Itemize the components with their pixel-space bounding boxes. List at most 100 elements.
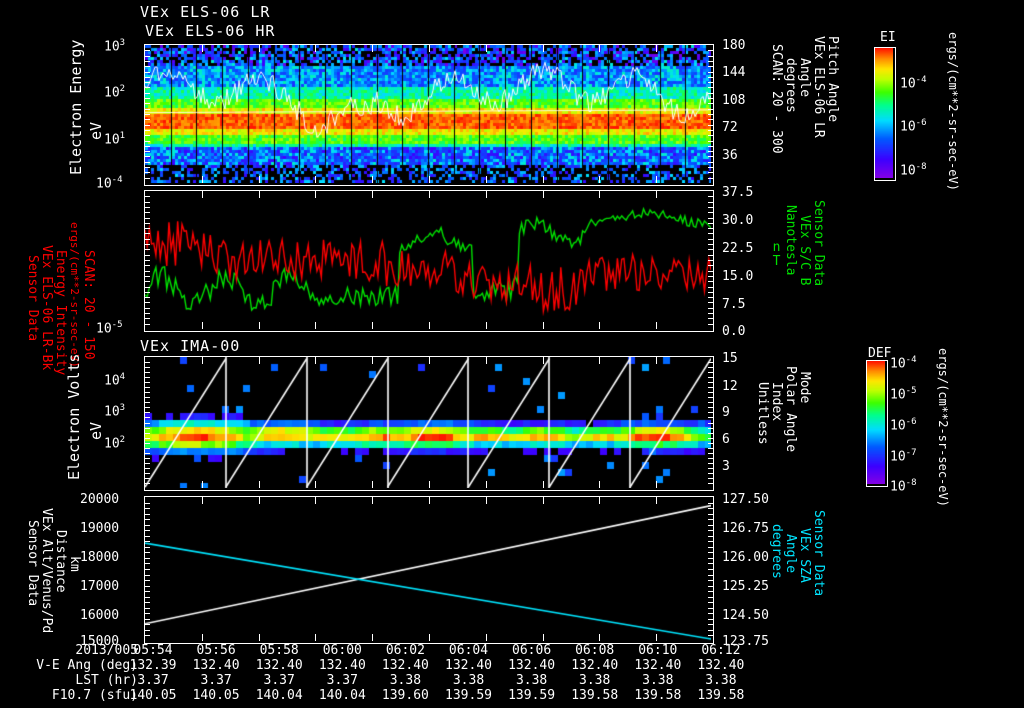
axis-tick [708, 402, 713, 404]
axis-tick [145, 275, 150, 277]
axis-tick [708, 196, 713, 198]
axis-tick [201, 45, 203, 52]
axis-tick [429, 481, 430, 488]
axis-tick [145, 535, 150, 537]
axis-tick [542, 191, 544, 198]
axis-tick [145, 145, 150, 147]
axis-tick [145, 177, 150, 179]
axis-tick [145, 244, 150, 246]
axis-tick [656, 45, 658, 52]
axis-tick [145, 270, 150, 272]
panel4-ytick-20000: 20000 [80, 492, 120, 507]
axis-tick [708, 437, 713, 439]
row-time-cell: 05:54 [133, 643, 173, 658]
axis-tick [708, 591, 713, 593]
axis-tick [145, 254, 150, 256]
axis-tick [429, 497, 430, 504]
axis-tick [708, 477, 713, 479]
panel1-colorbar-tick-1e-6: 10-6 [900, 118, 927, 135]
panel2-left-label3: Energy Intensity [53, 250, 68, 376]
panel2-plot-area[interactable] [144, 190, 714, 332]
panel2-right-label3: Nanotesla [783, 205, 798, 276]
row-lst-cell: 3.37 [326, 673, 358, 688]
axis-tick [708, 124, 713, 126]
axis-tick [708, 442, 713, 444]
axis-tick [708, 519, 713, 521]
axis-tick [258, 481, 260, 488]
axis-tick [315, 322, 317, 329]
panel3-right-label3: Index [769, 382, 784, 422]
row-ve-ang-cell: 132.40 [381, 658, 429, 673]
panel3-rtick-9: 9 [722, 405, 730, 420]
axis-tick [145, 457, 150, 459]
axis-tick [145, 397, 150, 399]
panel1-right-axis-label4: degrees [783, 58, 798, 113]
axis-tick [708, 563, 713, 565]
axis-tick [485, 176, 487, 183]
axis-tick [708, 613, 713, 615]
axis-tick [145, 260, 150, 261]
row-ve-ang-cell: 132.40 [697, 658, 745, 673]
axis-tick [708, 530, 713, 532]
axis-tick [708, 135, 713, 137]
panel4-rtick-12450: 124.50 [722, 608, 769, 623]
axis-tick [145, 569, 150, 570]
axis-tick [145, 291, 150, 293]
axis-tick [145, 98, 150, 100]
axis-tick [708, 452, 713, 454]
axis-tick [201, 322, 203, 329]
row-ve-ang-cell: 132.39 [129, 658, 177, 673]
axis-tick [708, 103, 713, 105]
axis-tick [708, 432, 713, 434]
axis-tick [145, 618, 150, 620]
axis-tick [201, 481, 203, 488]
row-lst-cell: 3.38 [515, 673, 548, 688]
axis-tick [145, 92, 150, 94]
row-time-cell: 05:56 [196, 643, 236, 658]
panel4-ytick-16000: 16000 [80, 608, 120, 623]
axis-tick [372, 357, 374, 364]
axis-tick [656, 481, 658, 488]
panel1-right-axis-label5: SCAN: 20 - 300 [769, 44, 784, 154]
axis-tick [708, 557, 713, 559]
panel4-ytick-19000: 19000 [80, 521, 120, 536]
panel1-ytick-1e1: 101 [104, 131, 126, 148]
panel3-left-label1: Electron Volts [65, 353, 83, 480]
panel4-right-label2: VEx SZA [797, 528, 812, 583]
panel3-ytick-1e4: 104 [104, 372, 126, 389]
axis-tick [145, 437, 150, 439]
axis-tick [542, 481, 544, 488]
panel4-plot-area[interactable] [144, 496, 714, 644]
axis-tick [145, 76, 150, 78]
axis-tick [145, 313, 150, 315]
panel3-ytick-1e2: 102 [104, 435, 126, 452]
axis-tick [708, 286, 713, 288]
axis-tick [429, 634, 430, 641]
panel3-colorbar-tick-1e-8: 10-8 [890, 478, 917, 495]
row-ve-ang-cell: 132.40 [634, 658, 682, 673]
panel3-colorbar-tick-1e-6: 10-6 [890, 417, 917, 434]
axis-tick [708, 546, 713, 548]
row-ve-ang-cell: 132.40 [571, 658, 619, 673]
axis-tick [599, 191, 601, 198]
panel1-colorbar-title-text: EI [880, 30, 896, 45]
axis-tick [708, 541, 713, 543]
panel2-ytick-1e-4: 10-4 [96, 175, 123, 192]
panel2-rtick-00: 0.0 [722, 324, 746, 339]
axis-tick [708, 222, 713, 224]
panel3-plot-area[interactable] [144, 356, 714, 491]
axis-tick [145, 265, 150, 267]
row-f107-cell: 140.05 [192, 688, 240, 703]
axis-tick [145, 114, 150, 115]
axis-tick [708, 574, 713, 576]
axis-tick [599, 176, 601, 183]
panel4-ytick-15000: 15000 [80, 634, 120, 649]
row-time-cell: 06:12 [701, 643, 741, 658]
panel2-rtick-300: 30.0 [722, 213, 754, 228]
axis-tick [708, 377, 713, 379]
panel1-right-axis-line5: SCAN: 20 - 300 [769, 44, 784, 154]
axis-tick [145, 402, 150, 404]
panel1-plot-area[interactable] [144, 44, 714, 186]
axis-tick [145, 222, 150, 224]
axis-tick [145, 552, 150, 554]
